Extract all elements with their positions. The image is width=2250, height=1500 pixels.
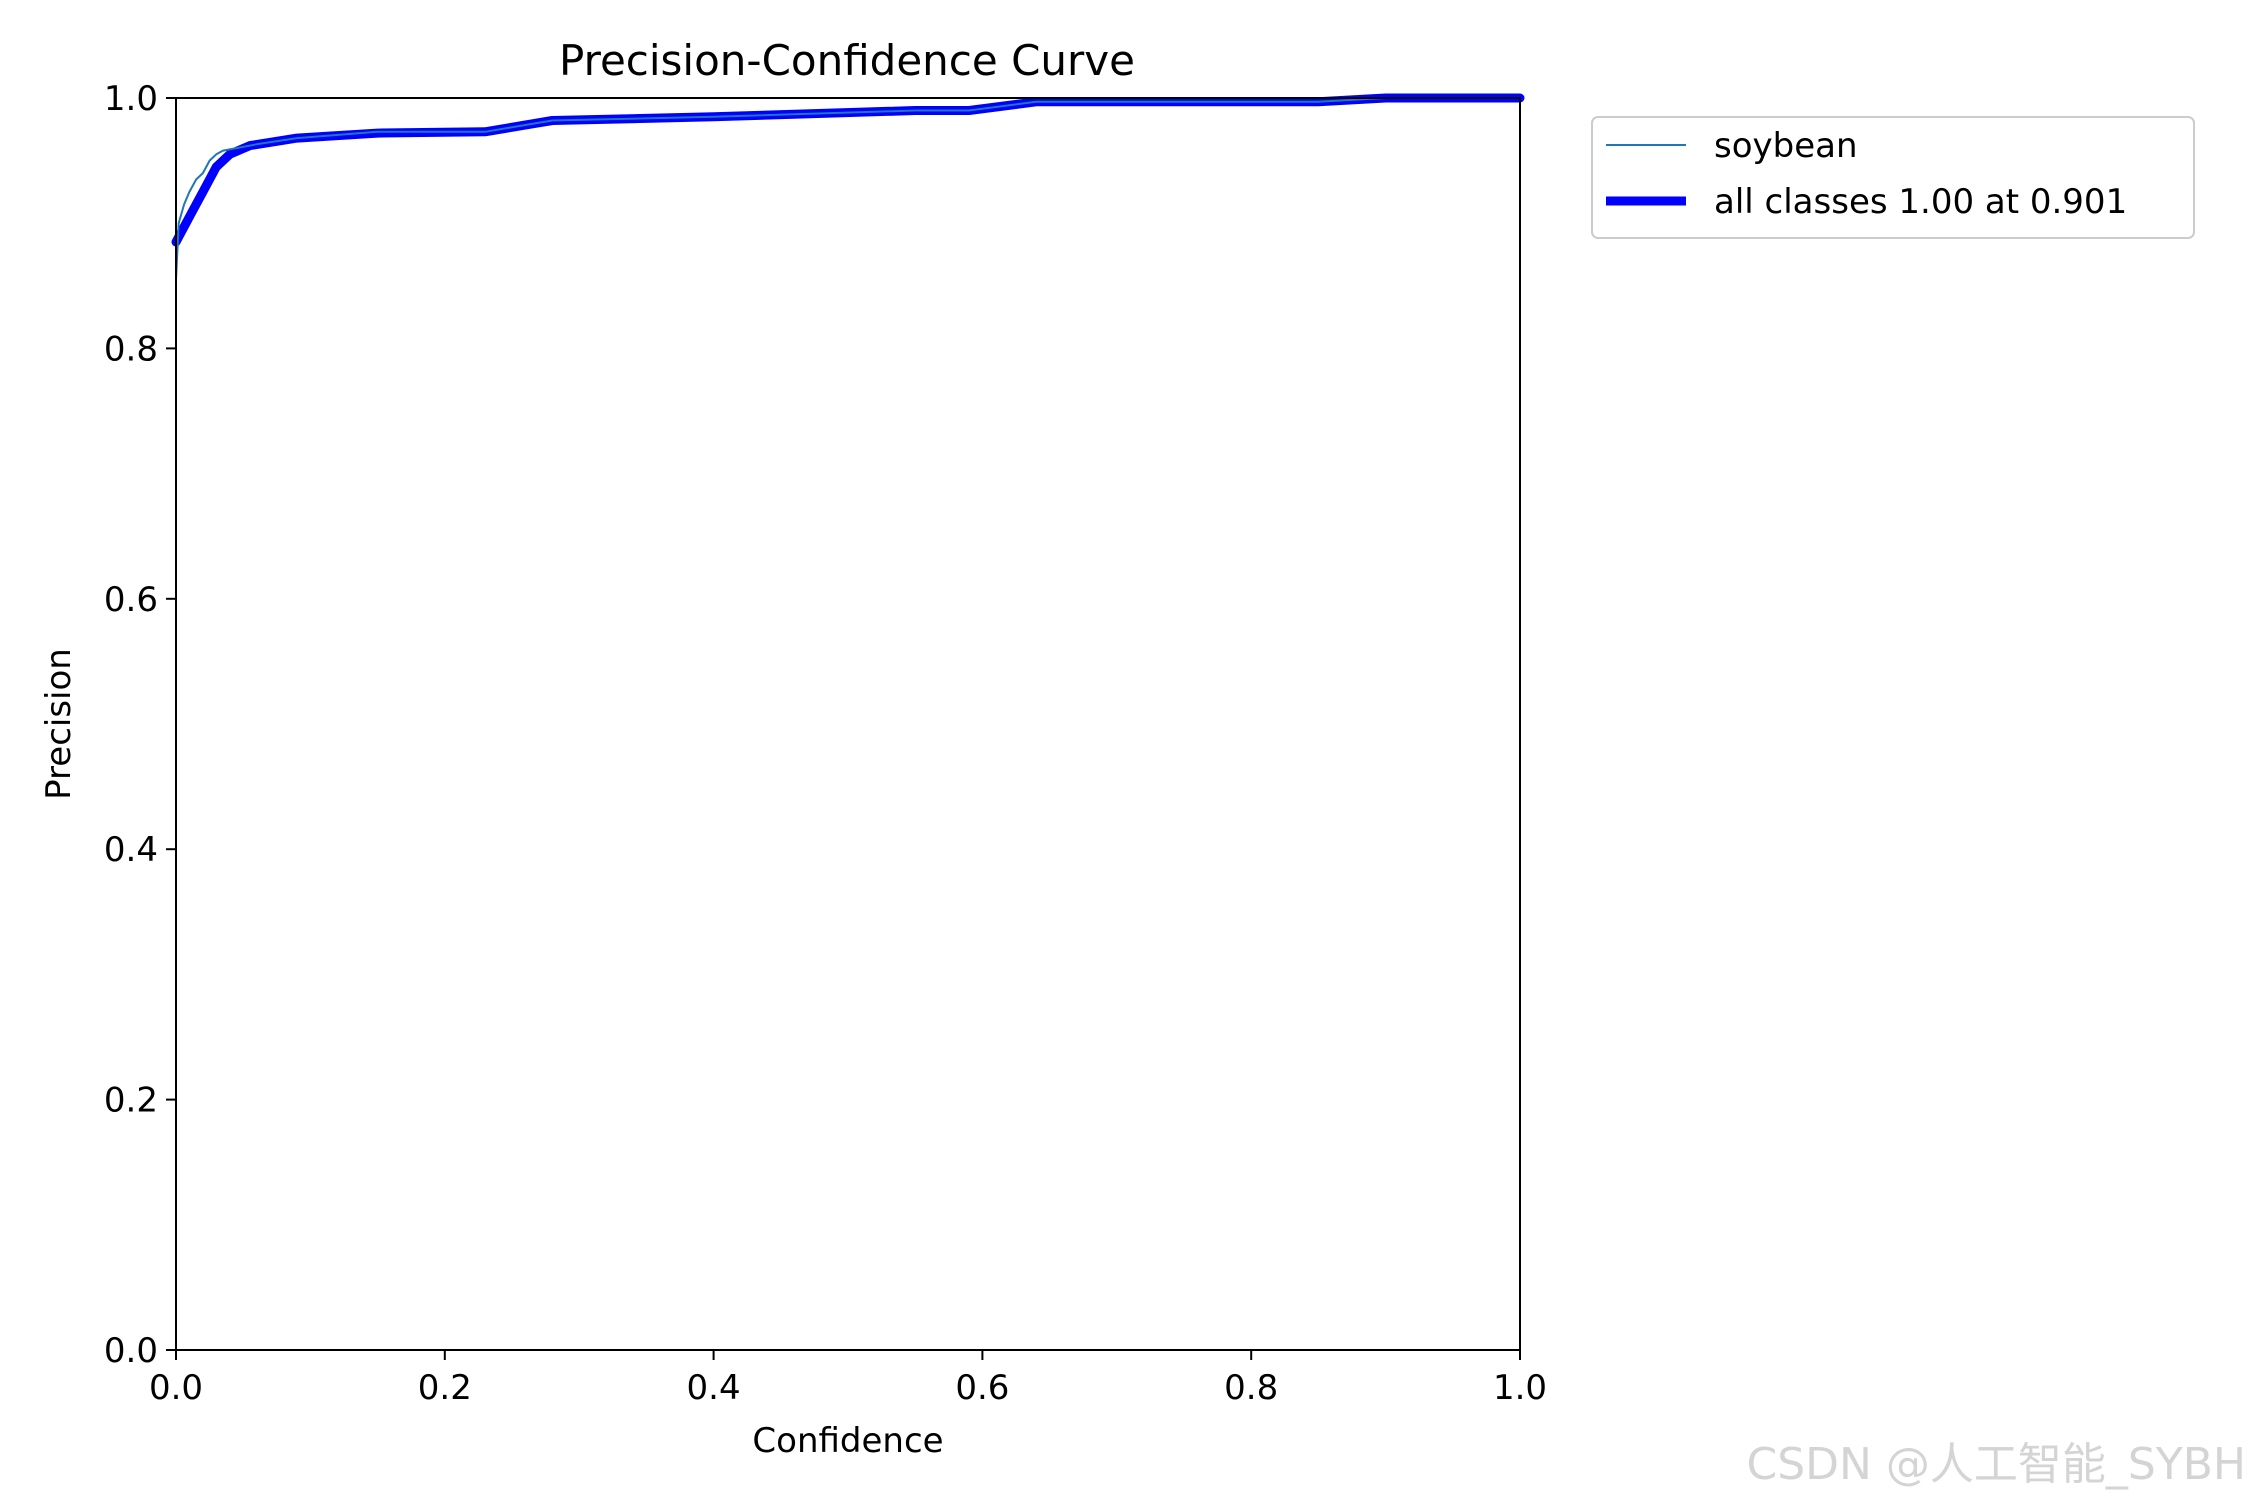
y-tick-label: 0.0 <box>104 1331 158 1371</box>
y-tick-label: 0.2 <box>104 1081 158 1121</box>
x-tick-label: 0.4 <box>687 1368 741 1408</box>
x-axis-ticks: 0.0 0.2 0.4 0.6 0.8 1.0 <box>149 1350 1547 1408</box>
x-tick-label: 0.0 <box>149 1368 203 1408</box>
legend: soybean all classes 1.00 at 0.901 <box>1591 116 2195 239</box>
y-tick-label: 1.0 <box>104 79 158 119</box>
series-line-soybean <box>175 97 1521 281</box>
y-axis-ticks: 0.0 0.2 0.4 0.6 0.8 1.0 <box>104 79 176 1371</box>
x-axis-label: Confidence <box>752 1421 943 1461</box>
y-axis-label: Precision <box>39 648 79 800</box>
x-tick-label: 1.0 <box>1493 1368 1547 1408</box>
series-line-all-classes <box>171 93 1525 247</box>
series-layer <box>171 93 1525 281</box>
legend-box <box>1591 116 2195 239</box>
plot-frame <box>175 97 1521 1351</box>
y-tick-label: 0.4 <box>104 830 158 870</box>
y-tick-label: 0.8 <box>104 329 158 369</box>
legend-label-soybean: soybean <box>1714 126 1858 166</box>
x-tick-label: 0.8 <box>1224 1368 1278 1408</box>
chart-title: Precision-Confidence Curve <box>559 36 1135 85</box>
y-tick-label: 0.6 <box>104 580 158 620</box>
x-tick-label: 0.2 <box>418 1368 472 1408</box>
watermark: CSDN @人工智能_SYBH <box>1746 1439 2246 1490</box>
x-tick-label: 0.6 <box>955 1368 1009 1408</box>
legend-label-all-classes: all classes 1.00 at 0.901 <box>1714 182 2127 222</box>
